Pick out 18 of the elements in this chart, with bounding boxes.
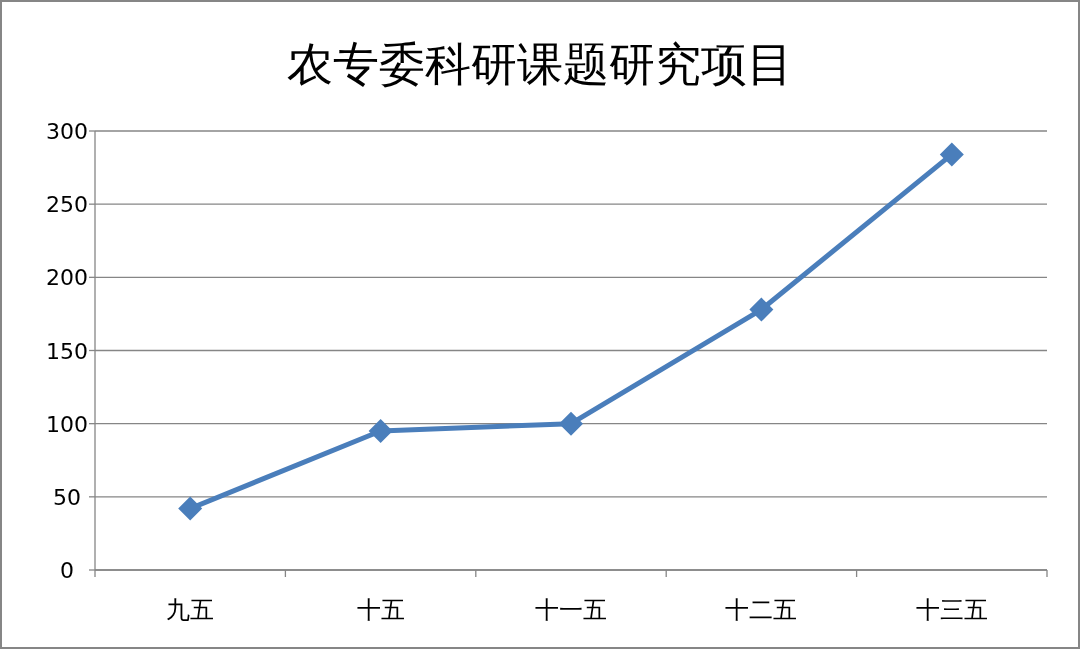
chart-title: 农专委科研课题研究项目 bbox=[287, 37, 793, 91]
y-tick-label: 100 bbox=[46, 411, 88, 437]
x-tick-label: 十三五 bbox=[915, 596, 988, 624]
y-tick-label: 300 bbox=[46, 119, 88, 144]
point bbox=[939, 142, 964, 167]
x-tick-label: 九五 bbox=[166, 596, 215, 624]
point bbox=[178, 496, 203, 521]
y-tick-label: 200 bbox=[46, 265, 88, 291]
point bbox=[368, 418, 393, 443]
x-tick-label: 十一五 bbox=[535, 596, 607, 624]
y-tick-label: 50 bbox=[53, 484, 81, 510]
x-tick-label: 十五 bbox=[356, 596, 405, 624]
y-tick-label: 150 bbox=[46, 338, 88, 364]
point bbox=[559, 411, 583, 436]
point bbox=[749, 297, 774, 322]
y-tick-label: 0 bbox=[60, 558, 74, 583]
x-tick-label: 十二五 bbox=[725, 596, 798, 624]
y-tick-label: 250 bbox=[46, 192, 88, 218]
